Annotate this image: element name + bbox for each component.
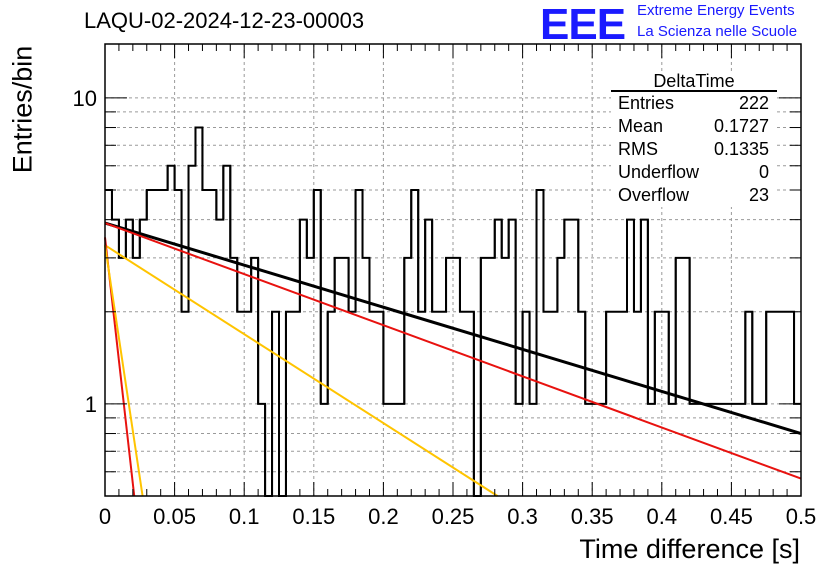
x-tick-label: 0	[99, 504, 111, 529]
fit-curve	[104, 244, 499, 497]
stats-box: DeltaTime Entries 222 Mean 0.1727 RMS 0.…	[611, 72, 777, 207]
histogram-outline	[105, 126, 801, 497]
y-tick-label: 10	[73, 86, 97, 111]
stats-value: 222	[738, 93, 769, 113]
stats-label: Overflow	[618, 185, 690, 205]
x-tick-label: 0.3	[507, 504, 538, 529]
x-tick-label: 0.25	[432, 504, 475, 529]
fit-curve	[104, 245, 144, 497]
x-tick-label: 0.05	[153, 504, 196, 529]
x-axis-label: Time difference [s]	[579, 534, 800, 564]
stats-title: DeltaTime	[611, 72, 777, 92]
x-tick-label: 0.2	[368, 504, 399, 529]
x-tick-label: 0.4	[647, 504, 678, 529]
stats-row-entries: Entries 222	[611, 92, 777, 115]
logo-subtitle-1: Extreme Energy Events	[637, 2, 795, 19]
stats-row-overflow: Overflow 23	[611, 184, 777, 207]
stats-value: 0	[758, 162, 769, 182]
fit-curve	[104, 221, 802, 435]
stats-value: 23	[748, 185, 769, 205]
stats-row-mean: Mean 0.1727	[611, 115, 777, 138]
eee-logo: EEE	[540, 0, 626, 49]
stats-label: Entries	[618, 93, 675, 113]
x-tick-label: 0.45	[710, 504, 753, 529]
axes: 0 0.05 0.1 0.15 0.2 0.25 0.3 0.35 0.4 0.45 0.5 1 10	[73, 43, 817, 529]
histogram-bars	[105, 126, 801, 497]
stats-label: Mean	[618, 116, 664, 136]
fit-curve	[104, 222, 802, 480]
x-tick-label: 0.5	[786, 504, 817, 529]
logo-subtitle-2: La Scienza nelle Scuole	[637, 23, 798, 40]
x-tick-label: 0.15	[292, 504, 335, 529]
x-tick-label: 0.35	[571, 504, 614, 529]
stats-value: 0.1335	[713, 139, 769, 159]
fit-curves	[104, 221, 802, 497]
y-tick-label: 1	[85, 392, 97, 417]
stats-label: Underflow	[618, 162, 700, 182]
stats-value: 0.1727	[713, 116, 769, 136]
stats-row-underflow: Underflow 0	[611, 161, 777, 184]
stats-row-rms: RMS 0.1335	[611, 138, 777, 161]
stats-label: RMS	[618, 139, 658, 159]
y-axis-label: Entries/bin	[7, 45, 38, 174]
run-title: LAQU-02-2024-12-23-00003	[84, 8, 365, 33]
x-tick-label: 0.1	[229, 504, 260, 529]
